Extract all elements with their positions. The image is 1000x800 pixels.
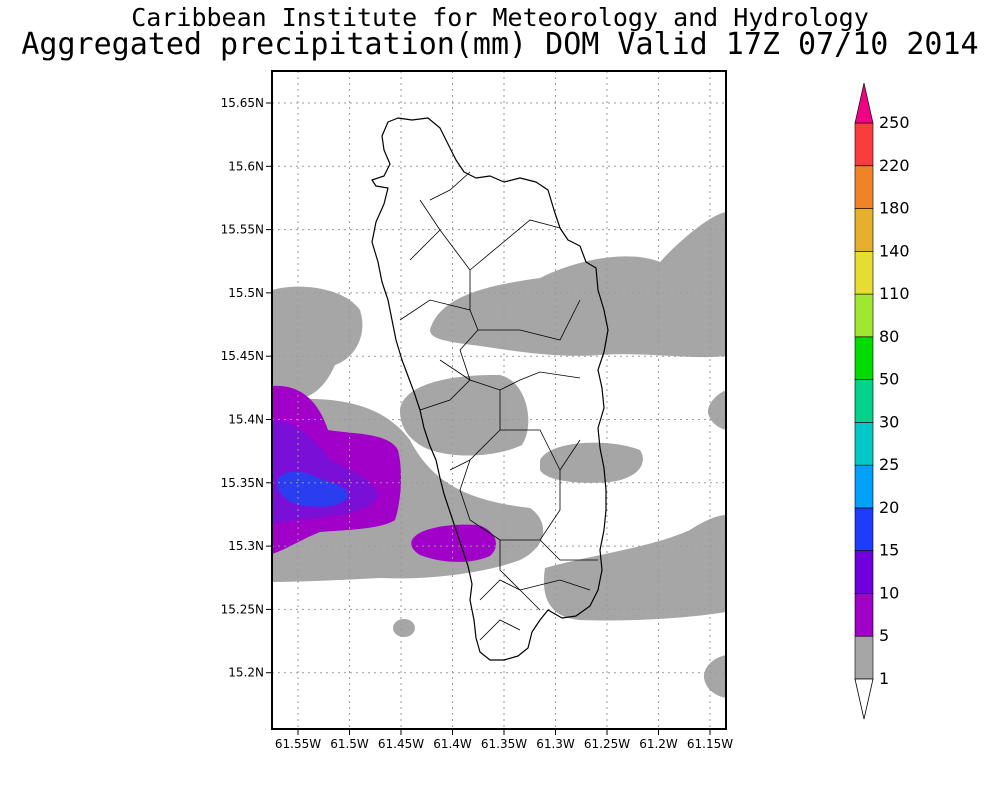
- colorbar-segment: [854, 336, 874, 380]
- precip-shade-central: [400, 374, 529, 456]
- colorbar-label: 80: [879, 327, 899, 346]
- colorbar-label: 5: [879, 626, 889, 645]
- colorbar-label: 250: [879, 113, 910, 132]
- precip-shade-southeast-corner: [703, 655, 726, 698]
- precip-shade-south-5mm: [411, 524, 497, 562]
- latitude-labels: 15.65N 15.6N 15.55N 15.5N 15.45N 15.4N 15.35N 1…: [221, 96, 272, 680]
- colorbar-segment: [854, 635, 874, 680]
- colorbar-label: 220: [879, 156, 910, 175]
- latitude-label: 15.4N: [228, 413, 264, 427]
- colorbar-segment: [854, 251, 874, 295]
- colorbar-segment: [854, 593, 874, 637]
- colorbar-segment: [854, 379, 874, 423]
- latitude-label: 15.55N: [221, 223, 264, 237]
- longitude-label: 61.15W: [687, 737, 733, 751]
- precip-shade-east-edge: [707, 390, 726, 430]
- latitude-label: 15.45N: [221, 349, 264, 363]
- colorbar-under-arrow: [854, 678, 874, 720]
- latitude-label: 15.3N: [228, 539, 264, 553]
- colorbar-label: 1: [879, 669, 889, 688]
- map-grid: [272, 71, 726, 729]
- precip-shade-small-spot: [393, 619, 415, 637]
- colorbar-over-arrow: [854, 82, 874, 124]
- longitude-label: 61.35W: [481, 737, 527, 751]
- precip-shade-northeast: [430, 212, 726, 358]
- colorbar-label: 30: [879, 412, 899, 431]
- dominica-island: [371, 117, 609, 661]
- colorbar-label: 140: [879, 241, 910, 260]
- watershed-boundaries: [399, 171, 598, 641]
- precipitation-field: [272, 212, 726, 698]
- latitude-label: 15.5N: [228, 286, 264, 300]
- longitude-label: 61.4W: [433, 737, 472, 751]
- colorbar-segment: [854, 122, 874, 167]
- colorbar-segment: [854, 422, 874, 466]
- latitude-label: 15.65N: [221, 96, 264, 110]
- latitude-label: 15.2N: [228, 666, 264, 680]
- colorbar-segment: [854, 507, 874, 551]
- colorbar-segment: [854, 550, 874, 594]
- colorbar-label: 10: [879, 583, 899, 602]
- longitude-label: 61.2W: [639, 737, 678, 751]
- precip-shade-west-north: [272, 286, 363, 400]
- latitude-label: 15.6N: [228, 159, 264, 173]
- colorbar-label: 180: [879, 199, 910, 218]
- precip-shade-east-lobe: [540, 442, 643, 483]
- colorbar-label: 50: [879, 370, 899, 389]
- colorbar-label: 25: [879, 455, 899, 474]
- colorbar-segment: [854, 293, 874, 338]
- longitude-label: 61.5W: [330, 737, 369, 751]
- precip-shade-west-15mm: [276, 471, 349, 507]
- longitude-labels: 61.55W 61.5W 61.45W 61.4W 61.35W 61.3W 61.25W 6…: [275, 729, 733, 751]
- colorbar-label: 15: [879, 541, 899, 560]
- longitude-label: 61.25W: [584, 737, 630, 751]
- latitude-label: 15.35N: [221, 476, 264, 490]
- map-frame: [271, 70, 727, 730]
- title-line-2: Aggregated precipitation(mm) DOM Valid 1…: [21, 27, 979, 62]
- colorbar-segment: [854, 464, 874, 509]
- colorbar-segment: [854, 208, 874, 252]
- colorbar-segment: [854, 165, 874, 209]
- colorbar-label: 110: [879, 284, 910, 303]
- latitude-label: 15.25N: [221, 602, 264, 616]
- title-line-1: Caribbean Institute for Meteorology and …: [131, 3, 869, 32]
- precip-shade-southeast: [543, 515, 726, 621]
- longitude-label: 61.55W: [275, 737, 321, 751]
- longitude-label: 61.3W: [536, 737, 575, 751]
- longitude-label: 61.45W: [378, 737, 424, 751]
- dominica-coastline: [371, 117, 609, 661]
- colorbar-label: 20: [879, 498, 899, 517]
